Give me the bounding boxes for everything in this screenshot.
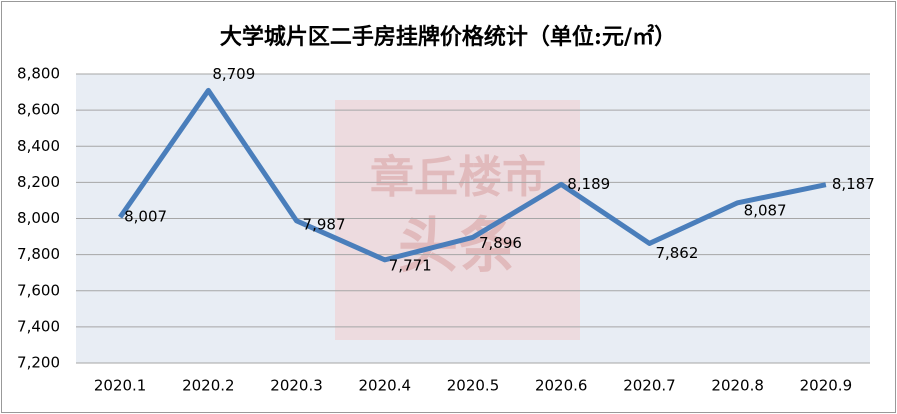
watermark-box bbox=[335, 100, 580, 340]
y-tick-label: 8,400 bbox=[17, 137, 60, 155]
y-tick-label: 8,200 bbox=[17, 173, 60, 191]
y-tick-label: 8,000 bbox=[17, 209, 60, 227]
data-label: 7,771 bbox=[389, 256, 432, 274]
x-tick-label: 2020.9 bbox=[800, 377, 853, 395]
line bbox=[118, 87, 827, 263]
y-tick-label: 7,400 bbox=[17, 317, 60, 335]
x-tick-label: 2020.8 bbox=[711, 377, 764, 395]
x-tick-label: 2020.3 bbox=[270, 377, 323, 395]
data-label: 7,862 bbox=[655, 244, 698, 262]
chart-title: 大学城片区二手房挂牌价格统计（单位:元/㎡） bbox=[220, 24, 676, 50]
data-label: 8,187 bbox=[832, 175, 875, 193]
data-label: 7,896 bbox=[479, 234, 522, 252]
y-tick-label: 7,800 bbox=[17, 245, 60, 263]
watermark: 章丘楼市 bbox=[370, 152, 546, 203]
data-label: 7,987 bbox=[303, 215, 346, 233]
y-tick-label: 7,200 bbox=[17, 354, 60, 372]
data-label: 8,007 bbox=[124, 208, 167, 226]
x-tick-label: 2020.6 bbox=[535, 377, 588, 395]
x-tick-label: 2020.7 bbox=[623, 377, 676, 395]
y-tick-label: 8,600 bbox=[17, 101, 60, 119]
x-tick-label: 2020.4 bbox=[359, 377, 412, 395]
x-tick-label: 2020.2 bbox=[182, 377, 235, 395]
x-tick-label: 2020.1 bbox=[94, 377, 147, 395]
y-tick-label: 8,800 bbox=[17, 65, 60, 83]
y-tick-label: 7,600 bbox=[17, 281, 60, 299]
data-label: 8,709 bbox=[212, 65, 255, 83]
data-label: 8,087 bbox=[744, 201, 787, 219]
x-tick-label: 2020.5 bbox=[447, 377, 500, 395]
data-label: 8,189 bbox=[567, 175, 610, 193]
